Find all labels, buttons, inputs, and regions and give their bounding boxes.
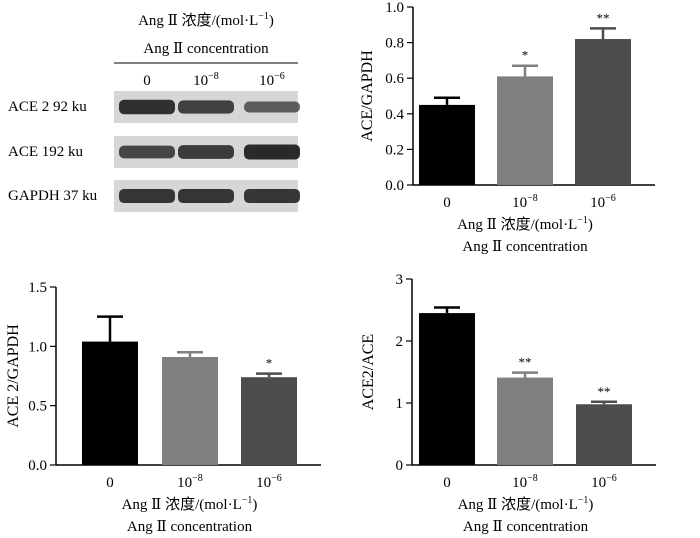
bar [575, 39, 631, 185]
y-tick-label: 0.4 [385, 107, 404, 123]
significance-label: * [266, 356, 273, 371]
blot-band [244, 144, 300, 160]
chart-ace-gapdh: 0.0 0.2 0.4 0.6 0.8 1.0 ACE/GAPDH 0 * 10−8 ** 10−6 A… [359, 0, 655, 255]
y-tick-label: 0.0 [385, 178, 404, 194]
blot-band [178, 145, 234, 159]
y-tick-label: 1 [396, 396, 404, 412]
x-tick-label: 0 [106, 475, 114, 491]
blot-band [244, 101, 300, 113]
x-tick-label: 0 [443, 195, 451, 211]
x-tick-label: 10−8 [177, 473, 203, 491]
chart-ace2-ace: 0 1 2 3 ACE2/ACE 0 ** 10−8 ** 10−6 Ang Ⅱ 浓度/(mol·L… [360, 272, 656, 535]
y-tick-label: 1.0 [28, 339, 47, 355]
y-tick-label: 1.5 [28, 280, 47, 296]
blot-row-label: ACE 2 92 ku [8, 99, 87, 115]
bar [82, 341, 138, 465]
x-tick-label: 10−6 [590, 193, 616, 211]
blot-band [119, 145, 175, 159]
y-tick-label: 0 [396, 458, 404, 474]
y-tick-label: 3 [396, 272, 404, 288]
blot-band [119, 188, 175, 204]
significance-label: ** [519, 355, 532, 370]
blot-row-label: GAPDH 37 ku [8, 188, 98, 204]
x-axis-label-line2: Ang Ⅱ concentration [463, 519, 589, 535]
x-axis-label-line1: Ang Ⅱ 浓度/(mol·L−1) [458, 495, 594, 513]
y-tick-label: 0.8 [385, 36, 404, 52]
blot-row: ACE 2 92 ku [8, 91, 300, 123]
y-axis-label: ACE/GAPDH [359, 50, 376, 142]
x-tick-label: 10−6 [591, 473, 617, 491]
x-tick-label: 10−8 [512, 193, 538, 211]
x-tick-label: 10−6 [256, 473, 282, 491]
chart-ace2-gapdh: 0.0 0.5 1.0 1.5 ACE 2/GAPDH 0 10−8 * 10−6 Ang Ⅱ 浓… [5, 280, 321, 535]
bar [497, 377, 553, 465]
blot-band [119, 99, 175, 115]
blot-band [178, 188, 234, 204]
y-tick-label: 1.0 [385, 0, 404, 16]
y-axis-label: ACE 2/GAPDH [5, 324, 22, 428]
bar [497, 76, 553, 185]
blot-header-line1: Ang Ⅱ 浓度/(mol·L−1) [138, 11, 274, 29]
significance-label: ** [597, 10, 610, 25]
significance-label: * [522, 48, 529, 63]
x-axis-label-line2: Ang Ⅱ concentration [462, 239, 588, 255]
y-tick-label: 0.0 [28, 458, 47, 474]
y-tick-label: 0.6 [385, 71, 404, 87]
blot-band [178, 100, 234, 114]
bar [419, 313, 475, 465]
y-axis-label: ACE2/ACE [360, 334, 377, 410]
x-tick-label: 10−8 [512, 473, 538, 491]
blot-lane-label: 10−8 [193, 71, 219, 89]
x-axis-label-line2: Ang Ⅱ concentration [127, 519, 253, 535]
bar [241, 377, 297, 465]
significance-label: ** [598, 384, 611, 399]
blot-rows: ACE 2 92 ku ACE 192 ku GAPDH 37 ku [8, 91, 300, 212]
western-blot-panel: Ang Ⅱ 浓度/(mol·L−1) Ang Ⅱ concentration 0… [8, 11, 300, 212]
blot-row-label: ACE 192 ku [8, 144, 84, 160]
bar [419, 104, 475, 185]
x-axis-label-line1: Ang Ⅱ 浓度/(mol·L−1) [457, 215, 593, 233]
blot-lane-label: 10−6 [259, 71, 285, 89]
bar [576, 404, 632, 465]
blot-lane-labels: 0 10−8 10−6 [143, 71, 285, 89]
x-axis-label-line1: Ang Ⅱ 浓度/(mol·L−1) [122, 495, 258, 513]
y-tick-label: 0.2 [385, 142, 404, 158]
y-tick-label: 2 [396, 334, 404, 350]
blot-row: ACE 192 ku [8, 136, 300, 168]
x-tick-label: 0 [443, 475, 451, 491]
blot-row: GAPDH 37 ku [8, 180, 300, 212]
y-tick-label: 0.5 [28, 399, 47, 415]
blot-band [244, 188, 300, 204]
blot-header-line2: Ang Ⅱ concentration [143, 41, 269, 57]
bar [162, 357, 218, 465]
blot-lane-label: 0 [143, 73, 151, 89]
